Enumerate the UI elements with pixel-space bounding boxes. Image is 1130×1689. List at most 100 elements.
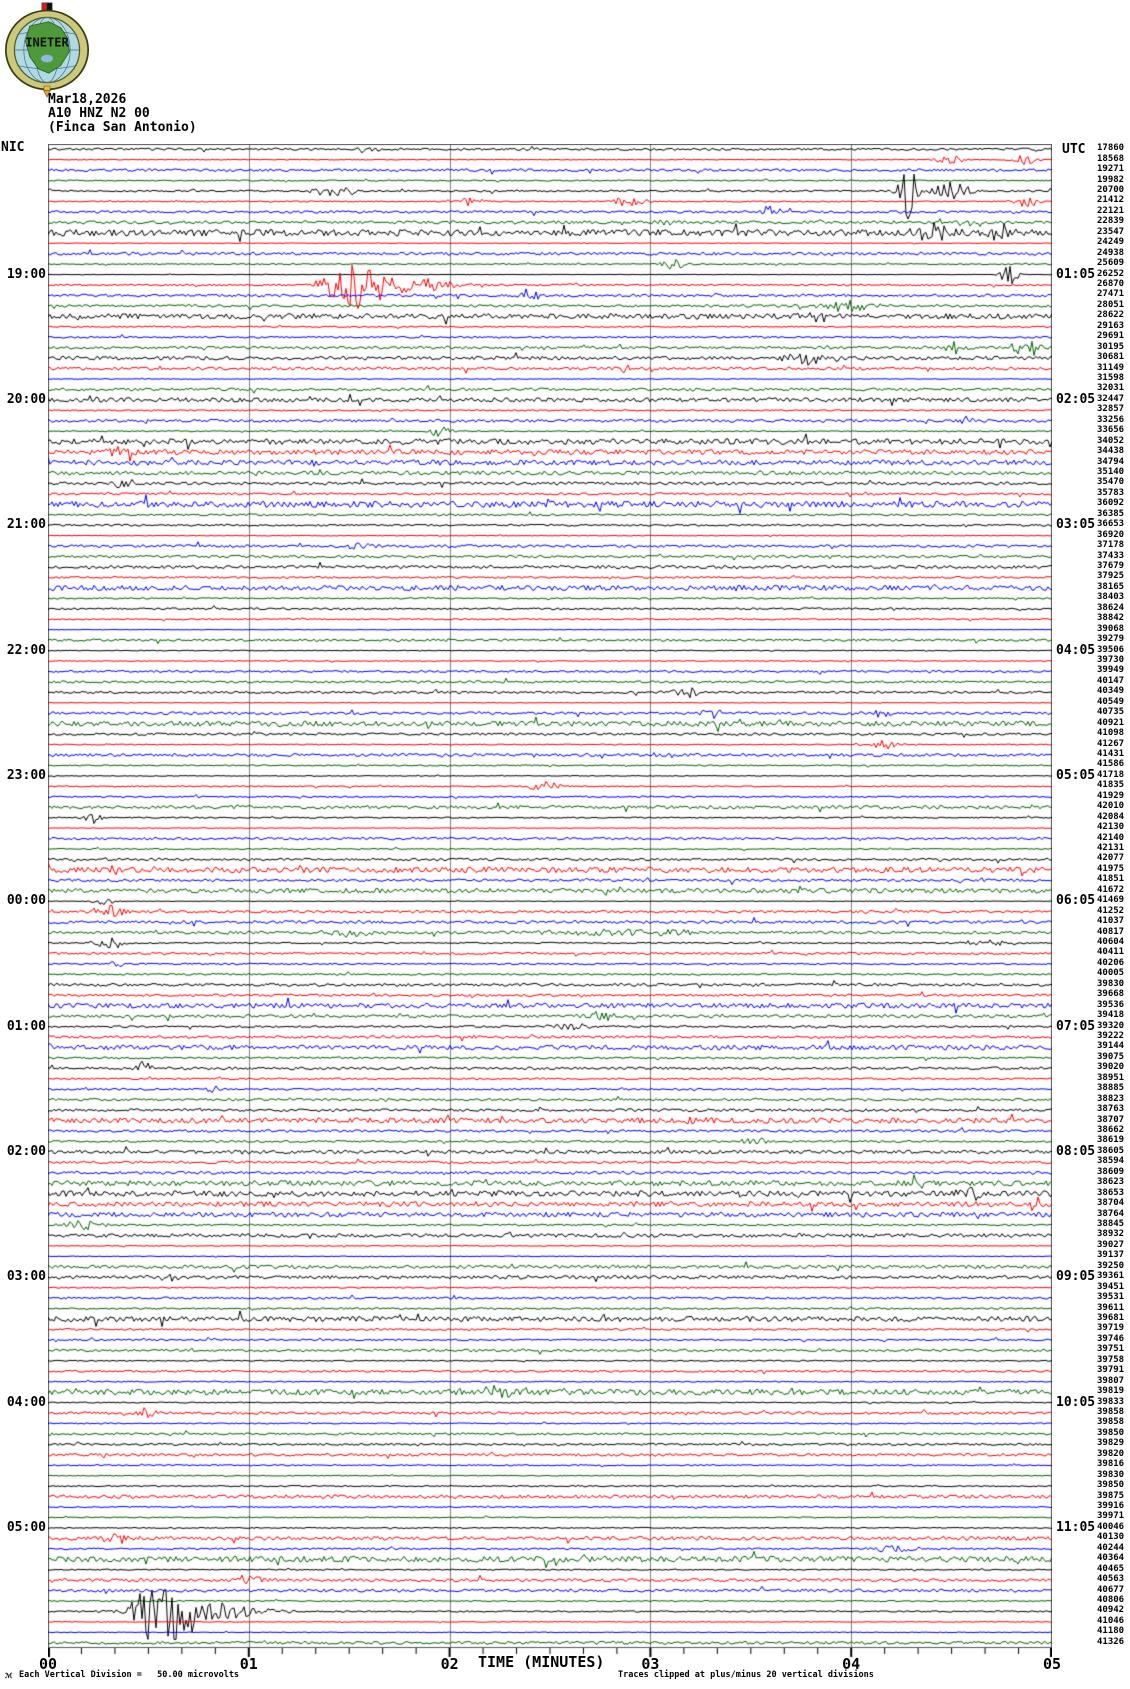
row-value: 34794 <box>1097 456 1125 467</box>
row-value: 40942 <box>1097 1605 1125 1616</box>
row-value: 32447 <box>1097 393 1125 404</box>
row-value: 40147 <box>1097 675 1125 686</box>
left-time-label: 01:00 <box>6 1018 46 1034</box>
row-value: 38403 <box>1097 592 1125 603</box>
row-value: 39820 <box>1097 1448 1125 1459</box>
row-value: 32857 <box>1097 404 1125 415</box>
row-value: 41718 <box>1097 769 1125 780</box>
row-value: 39068 <box>1097 623 1125 634</box>
row-value: 39829 <box>1097 1438 1125 1449</box>
row-value: 40364 <box>1097 1553 1125 1564</box>
row-value: 38842 <box>1097 613 1125 624</box>
row-value: 39858 <box>1097 1407 1125 1417</box>
logo-text: INETER <box>25 36 69 50</box>
row-value: 39536 <box>1097 999 1125 1010</box>
row-value: 39751 <box>1097 1344 1125 1355</box>
row-value: 42084 <box>1097 811 1125 822</box>
row-value: 40604 <box>1097 937 1125 947</box>
row-value: 20700 <box>1097 185 1125 195</box>
row-value: 39027 <box>1097 1239 1125 1250</box>
row-value: 39075 <box>1097 1051 1125 1062</box>
right-time-label: 02:05 <box>1056 391 1096 407</box>
row-value: 24249 <box>1097 237 1125 248</box>
row-value: 33256 <box>1097 414 1125 425</box>
left-time-label: 20:00 <box>6 391 46 407</box>
row-value: 41180 <box>1097 1626 1125 1637</box>
row-value: 38885 <box>1097 1083 1125 1094</box>
row-value: 38823 <box>1097 1093 1125 1104</box>
row-value: 21412 <box>1097 195 1125 206</box>
row-value: 38662 <box>1097 1125 1125 1135</box>
row-value: 39807 <box>1097 1375 1125 1386</box>
row-value: 39020 <box>1097 1062 1125 1073</box>
row-value: 41431 <box>1097 749 1125 759</box>
header-station: A10 HNZ N2 00 <box>48 106 150 121</box>
row-value: 39819 <box>1097 1386 1125 1397</box>
row-value: 39833 <box>1097 1396 1125 1407</box>
row-value: 36092 <box>1097 498 1125 509</box>
row-value: 39916 <box>1097 1501 1125 1511</box>
row-value: 29691 <box>1097 331 1125 342</box>
x-tick-label: 00 <box>38 1655 58 1673</box>
row-value: 18568 <box>1097 153 1125 164</box>
row-value: 42010 <box>1097 801 1125 812</box>
row-value: 39222 <box>1097 1031 1125 1041</box>
logo-lake <box>41 54 53 63</box>
row-value: 41037 <box>1097 916 1125 927</box>
row-value: 39949 <box>1097 665 1125 676</box>
row-value: 41326 <box>1097 1636 1125 1647</box>
plumb-bob-icon <box>43 89 51 98</box>
row-value: 30681 <box>1097 352 1125 363</box>
row-value: 39875 <box>1097 1490 1125 1501</box>
row-value: 39451 <box>1097 1281 1125 1292</box>
row-value: 39758 <box>1097 1354 1125 1365</box>
row-value: 39361 <box>1097 1271 1125 1282</box>
row-value: 38764 <box>1097 1208 1125 1219</box>
row-value: 36920 <box>1097 529 1125 540</box>
row-value: 39791 <box>1097 1365 1125 1376</box>
row-value: 42130 <box>1097 822 1125 833</box>
row-value: 27471 <box>1097 289 1125 300</box>
right-time-label: 03:05 <box>1056 517 1096 533</box>
left-time-label: 00:00 <box>6 893 46 909</box>
row-value: 38845 <box>1097 1219 1125 1229</box>
row-value: 36653 <box>1097 519 1125 530</box>
right-time-label: 06:05 <box>1056 893 1096 909</box>
row-value: 39719 <box>1097 1323 1125 1334</box>
flag-black <box>46 2 53 11</box>
row-value: 39144 <box>1097 1041 1125 1052</box>
row-value: 39611 <box>1097 1302 1125 1313</box>
x-tick-label: 01 <box>239 1655 258 1673</box>
row-value: 39858 <box>1097 1417 1125 1428</box>
row-value: 41672 <box>1097 884 1125 895</box>
row-value: 41835 <box>1097 780 1125 791</box>
row-value: 40677 <box>1097 1584 1125 1595</box>
row-value: 40411 <box>1097 947 1125 958</box>
row-value: 19982 <box>1097 174 1125 185</box>
network-label: NIC <box>1 140 25 155</box>
utc-label: UTC <box>1062 142 1086 157</box>
row-value: 29163 <box>1097 320 1125 331</box>
row-value: 35140 <box>1097 467 1125 477</box>
row-value: 40465 <box>1097 1563 1125 1574</box>
plumb-bob-top <box>43 85 51 91</box>
row-value: 39418 <box>1097 1010 1125 1021</box>
row-value: 41851 <box>1097 874 1125 885</box>
row-value: 38763 <box>1097 1104 1125 1115</box>
row-value: 28622 <box>1097 310 1125 321</box>
left-time-label: 04:00 <box>6 1394 46 1410</box>
logo-landmass <box>25 21 70 74</box>
row-value: 42077 <box>1097 853 1125 864</box>
row-value: 38594 <box>1097 1156 1125 1167</box>
row-value: 37433 <box>1097 550 1125 561</box>
row-value: 22839 <box>1097 216 1125 227</box>
row-value: 38609 <box>1097 1166 1125 1177</box>
row-value: 39971 <box>1097 1511 1125 1522</box>
right-time-label: 11:05 <box>1056 1519 1096 1535</box>
left-time-label: 22:00 <box>6 642 46 658</box>
row-value: 40817 <box>1097 926 1125 937</box>
row-value: 39830 <box>1097 978 1125 989</box>
row-value: 40921 <box>1097 717 1125 728</box>
row-value: 41975 <box>1097 863 1125 874</box>
